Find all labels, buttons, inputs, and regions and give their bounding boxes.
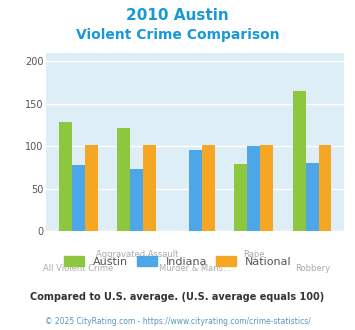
Text: 2010 Austin: 2010 Austin xyxy=(126,8,229,23)
Bar xyxy=(247,146,260,231)
Bar xyxy=(59,121,72,231)
Bar xyxy=(234,164,247,231)
Bar xyxy=(130,169,143,231)
Text: Murder & Mans...: Murder & Mans... xyxy=(159,264,231,273)
Legend: Austin, Indiana, National: Austin, Indiana, National xyxy=(59,251,296,271)
Bar xyxy=(293,91,306,231)
Bar xyxy=(319,145,332,231)
Bar xyxy=(260,145,273,231)
Text: Rape: Rape xyxy=(243,250,264,259)
Bar xyxy=(72,165,85,231)
Bar xyxy=(118,128,130,231)
Bar xyxy=(85,145,98,231)
Text: Compared to U.S. average. (U.S. average equals 100): Compared to U.S. average. (U.S. average … xyxy=(31,292,324,302)
Text: All Violent Crime: All Violent Crime xyxy=(43,264,114,273)
Bar xyxy=(202,145,214,231)
Text: Aggravated Assault: Aggravated Assault xyxy=(95,250,178,259)
Bar xyxy=(306,163,319,231)
Text: Violent Crime Comparison: Violent Crime Comparison xyxy=(76,28,279,42)
Text: © 2025 CityRating.com - https://www.cityrating.com/crime-statistics/: © 2025 CityRating.com - https://www.city… xyxy=(45,317,310,326)
Bar xyxy=(189,150,202,231)
Bar xyxy=(143,145,156,231)
Text: Robbery: Robbery xyxy=(295,264,330,273)
